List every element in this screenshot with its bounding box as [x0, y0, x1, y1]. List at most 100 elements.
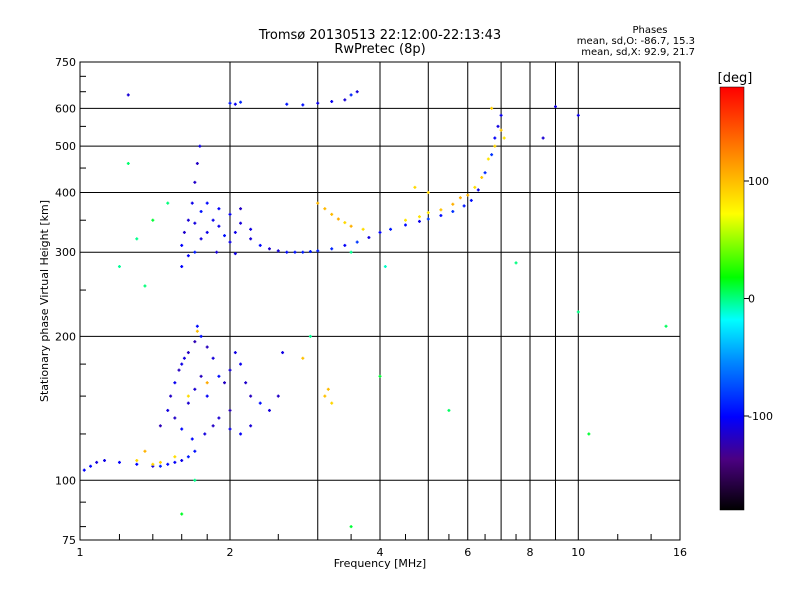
data-point	[193, 180, 197, 184]
data-point	[458, 196, 462, 200]
data-point	[367, 236, 371, 240]
data-point	[483, 171, 487, 175]
data-point	[228, 101, 232, 105]
series-e-region-trace	[82, 449, 197, 472]
data-point	[239, 221, 243, 225]
x-tick-label: 6	[464, 546, 471, 559]
y-tick-label: 75	[62, 534, 76, 547]
data-point	[126, 161, 130, 165]
data-point	[205, 230, 209, 234]
data-point	[193, 221, 197, 225]
data-point	[166, 462, 170, 466]
data-point	[203, 432, 207, 436]
x-tick-label: 4	[377, 546, 384, 559]
data-point	[285, 102, 289, 106]
data-point	[186, 394, 190, 398]
x-tick-label: 16	[673, 546, 687, 559]
colorbar-tick-label: 0	[748, 293, 755, 306]
data-point	[499, 128, 503, 132]
series-e-region-scatter	[158, 324, 285, 441]
data-point	[426, 190, 430, 194]
data-point	[180, 243, 184, 247]
data-point	[205, 345, 209, 349]
data-point	[258, 401, 262, 405]
data-point	[378, 230, 382, 234]
series-x-mode-trace	[316, 106, 506, 231]
data-point	[276, 249, 280, 253]
data-point	[158, 424, 162, 428]
data-point	[249, 227, 253, 231]
data-point	[343, 221, 347, 225]
grid-lines	[80, 62, 680, 540]
data-point	[233, 252, 237, 256]
y-tick-label: 500	[55, 140, 76, 153]
data-point	[496, 124, 500, 128]
data-point	[553, 105, 557, 109]
data-point	[249, 394, 253, 398]
data-points	[82, 90, 668, 529]
data-point	[326, 387, 330, 391]
data-point	[239, 207, 243, 211]
x-axis-ticks: 1 2 4 6 8 10 16	[77, 534, 687, 559]
data-point	[193, 449, 197, 453]
data-point	[186, 218, 190, 222]
data-point	[343, 98, 347, 102]
data-point	[233, 102, 237, 106]
data-point	[151, 218, 155, 222]
data-point	[199, 210, 203, 214]
data-point	[158, 464, 162, 468]
data-point	[166, 201, 170, 205]
data-point	[166, 408, 170, 412]
data-point	[151, 462, 155, 466]
data-point	[576, 310, 580, 314]
data-point	[199, 237, 203, 241]
y-axis-label: Stationary phase Virtual Height [km]	[38, 200, 51, 402]
data-point	[244, 381, 248, 385]
data-point	[439, 214, 443, 218]
y-tick-label: 750	[55, 56, 76, 69]
data-point	[135, 462, 139, 466]
data-point	[355, 90, 359, 94]
x-axis-label: Frequency [MHz]	[334, 557, 426, 570]
data-point	[330, 401, 334, 405]
data-point	[499, 113, 503, 117]
data-point	[186, 351, 190, 355]
data-point	[190, 201, 194, 205]
data-point	[403, 218, 407, 222]
data-point	[417, 219, 421, 223]
data-point	[195, 161, 199, 165]
data-point	[383, 265, 387, 269]
data-point	[223, 381, 227, 385]
x-tick-label: 8	[527, 546, 534, 559]
data-point	[330, 247, 334, 251]
data-point	[103, 458, 107, 462]
data-point	[199, 334, 203, 338]
data-point	[349, 93, 353, 97]
data-point	[490, 153, 494, 157]
data-point	[193, 387, 197, 391]
y-tick-label: 200	[55, 330, 76, 343]
data-point	[180, 362, 184, 366]
stats-header: Phases	[632, 25, 667, 36]
data-point	[664, 324, 668, 328]
data-point	[316, 201, 320, 205]
data-point	[195, 324, 199, 328]
data-point	[301, 356, 305, 360]
data-point	[177, 368, 181, 372]
data-point	[186, 455, 190, 459]
data-point	[316, 249, 320, 253]
data-point	[349, 250, 353, 254]
data-point	[466, 193, 470, 197]
y-tick-label: 600	[55, 102, 76, 115]
chart-subtitle: RwPretec (8p)	[334, 42, 425, 57]
data-point	[211, 424, 215, 428]
data-point	[330, 100, 334, 104]
series-e-region-phase-spread	[135, 329, 334, 466]
data-point	[316, 101, 320, 105]
data-point	[186, 401, 190, 405]
data-point	[89, 464, 93, 468]
data-point	[180, 427, 184, 431]
data-point	[308, 250, 312, 254]
data-point	[361, 227, 365, 231]
